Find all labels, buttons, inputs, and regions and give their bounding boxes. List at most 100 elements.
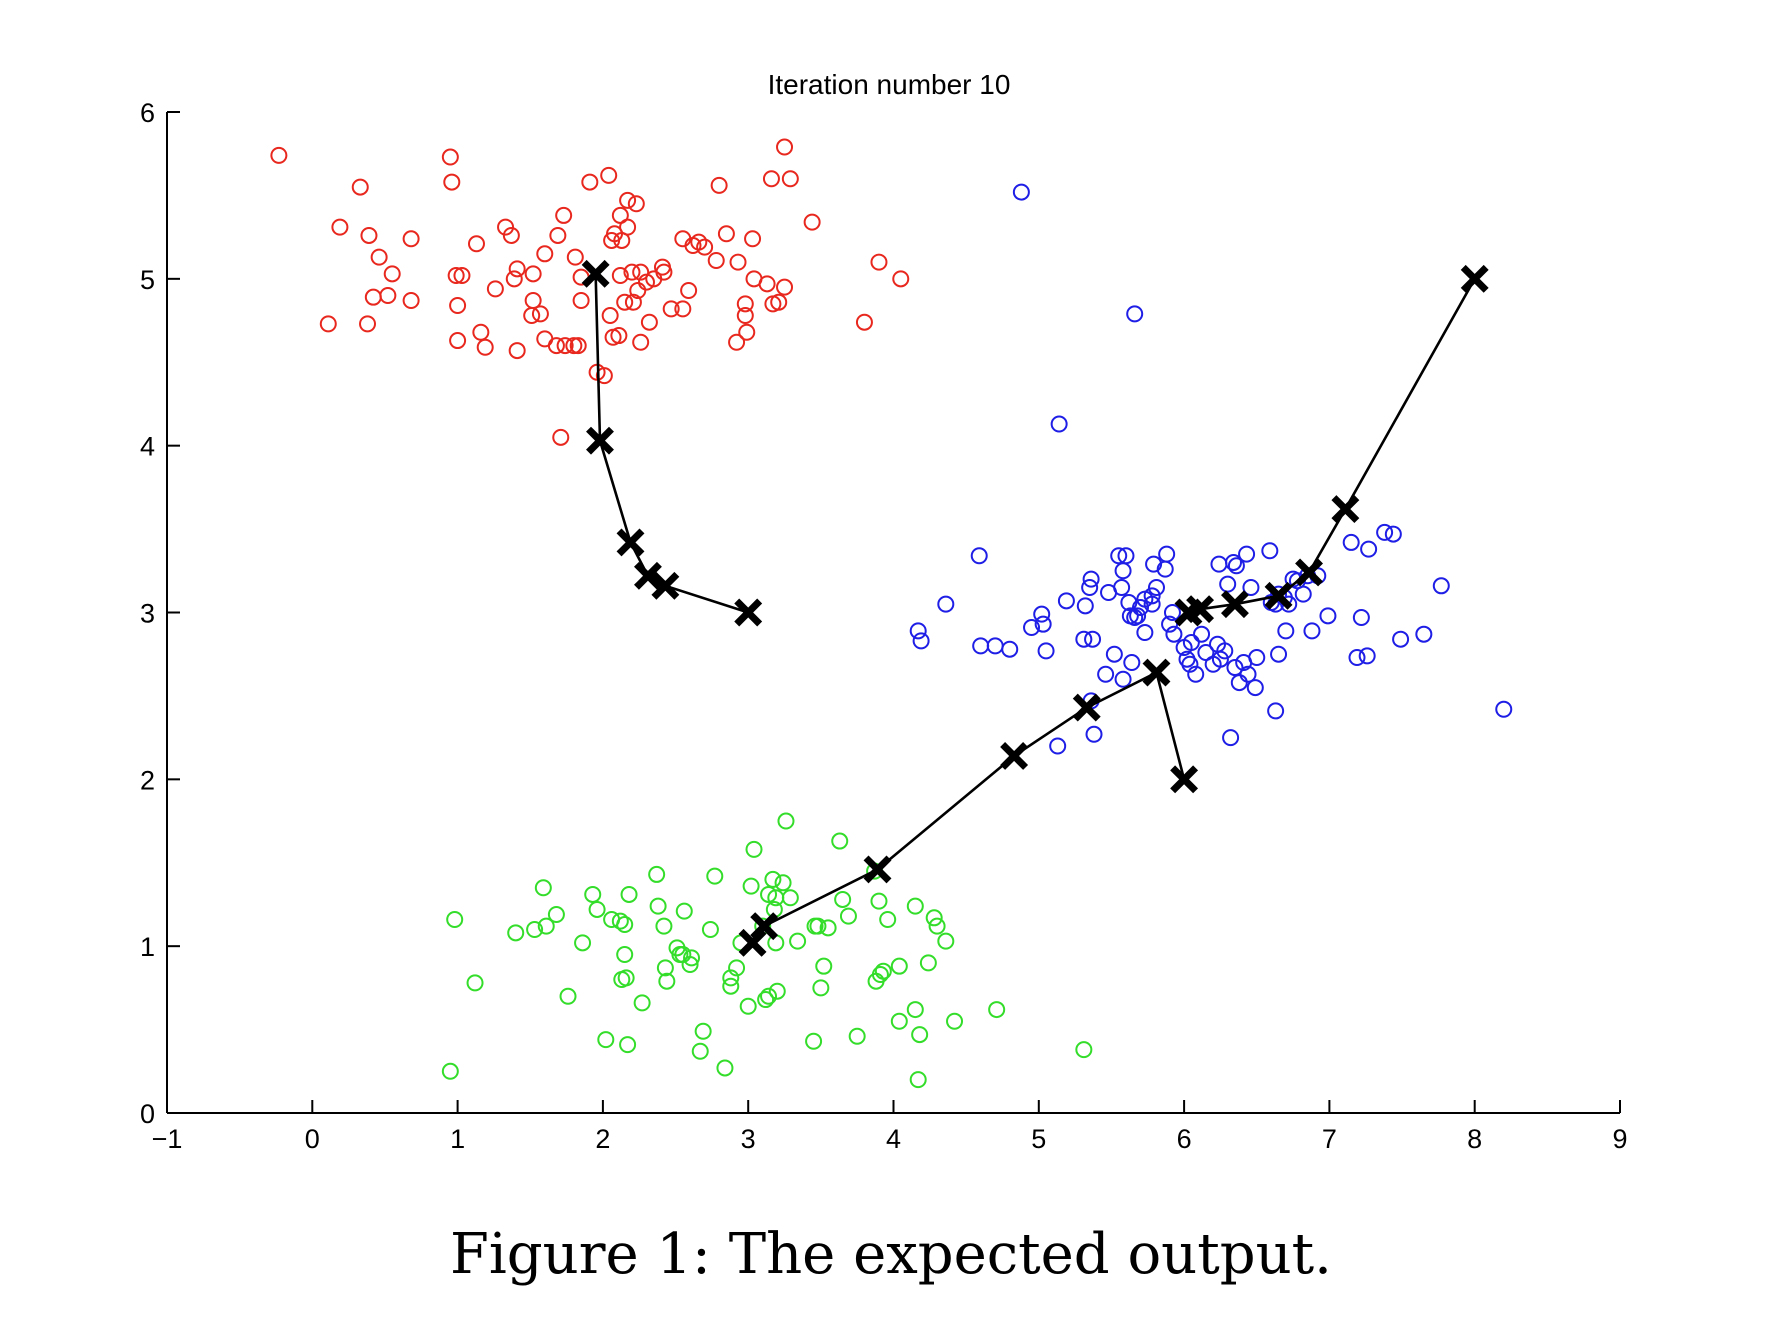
data-point	[739, 997, 757, 1015]
x-tick-label: −1	[152, 1124, 183, 1154]
data-point	[624, 293, 642, 311]
centroid-marker	[1072, 693, 1101, 722]
data-point	[658, 972, 676, 990]
data-point	[476, 338, 494, 356]
data-point	[1163, 604, 1181, 621]
data-point	[1143, 595, 1161, 613]
data-point	[1319, 607, 1337, 625]
data-point	[402, 230, 420, 248]
data-point	[879, 910, 897, 928]
data-point	[536, 245, 554, 263]
data-point	[616, 293, 634, 311]
data-point	[1126, 305, 1144, 323]
data-point	[620, 885, 638, 903]
data-point	[1050, 415, 1068, 433]
data-point	[1216, 642, 1234, 660]
data-point	[549, 226, 567, 244]
data-point	[655, 263, 673, 281]
data-point	[649, 897, 667, 915]
data-point	[674, 300, 692, 318]
data-point	[640, 313, 658, 331]
data-point	[690, 233, 708, 251]
data-point	[1267, 702, 1285, 720]
data-point	[449, 332, 467, 350]
data-point	[611, 266, 629, 284]
data-point	[1210, 555, 1228, 573]
y-tick-label: 0	[140, 1099, 155, 1129]
data-point	[1182, 634, 1200, 652]
data-point	[360, 226, 378, 244]
data-point	[1161, 615, 1179, 633]
data-point	[508, 260, 526, 278]
data-point	[834, 890, 852, 908]
data-point	[556, 337, 574, 355]
data-point	[1001, 640, 1019, 658]
data-point	[1145, 555, 1163, 573]
data-point	[1110, 547, 1128, 565]
data-point	[970, 547, 988, 565]
data-point	[1352, 609, 1370, 627]
data-point	[1242, 578, 1260, 596]
data-point	[559, 987, 577, 1005]
data-point	[839, 907, 857, 925]
data-point	[1132, 598, 1150, 616]
data-point	[629, 282, 647, 300]
data-point	[537, 917, 555, 935]
data-point	[502, 226, 520, 244]
data-point	[1261, 542, 1279, 560]
series-0	[270, 138, 910, 446]
data-point	[447, 266, 465, 284]
data-point	[681, 956, 699, 974]
data-point	[946, 1012, 964, 1030]
x-tick-label: 3	[741, 1124, 756, 1154]
data-point	[815, 957, 833, 975]
data-point	[675, 902, 693, 920]
x-tick-label: 8	[1467, 1124, 1482, 1154]
data-point	[359, 315, 377, 333]
x-tick-label: 4	[886, 1124, 901, 1154]
data-point	[716, 1059, 734, 1077]
data-point	[584, 885, 602, 903]
data-point	[1230, 674, 1248, 692]
data-point	[770, 293, 788, 311]
data-point	[736, 295, 754, 313]
data-point	[1239, 665, 1257, 683]
data-point	[738, 323, 756, 341]
centroid-marker	[616, 528, 645, 557]
data-point	[601, 307, 619, 325]
figure-caption: Figure 1: The expected output.	[450, 1222, 1332, 1287]
data-point	[467, 235, 485, 253]
data-point	[1280, 595, 1298, 613]
data-point	[486, 280, 504, 298]
data-point	[547, 337, 565, 355]
data-point	[909, 1071, 927, 1089]
data-point	[1432, 577, 1450, 595]
data-point	[1181, 655, 1199, 673]
data-point	[1227, 557, 1245, 575]
data-point	[760, 987, 778, 1005]
series-1	[909, 183, 1513, 755]
centroid-marker	[1221, 590, 1249, 619]
data-point	[1219, 575, 1237, 593]
data-point	[986, 637, 1004, 655]
data-point	[1120, 593, 1138, 611]
data-point	[774, 874, 792, 892]
centroid-marker	[863, 855, 892, 884]
data-point	[1057, 592, 1075, 610]
centroid-marker	[1142, 658, 1171, 687]
data-point	[611, 912, 629, 930]
data-point	[1114, 562, 1132, 580]
data-point	[1246, 679, 1264, 697]
data-point	[683, 949, 701, 967]
data-point	[351, 178, 369, 196]
data-point	[776, 278, 794, 296]
data-point	[331, 218, 349, 236]
data-point	[1158, 545, 1176, 563]
data-point	[710, 176, 728, 194]
data-point	[1358, 647, 1376, 665]
data-point	[812, 979, 830, 997]
data-point	[871, 966, 889, 984]
data-point	[937, 932, 955, 950]
data-point	[619, 191, 637, 209]
data-point	[1126, 609, 1144, 627]
